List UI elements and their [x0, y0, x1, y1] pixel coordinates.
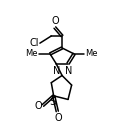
Text: N: N	[65, 66, 72, 76]
Text: N: N	[53, 66, 60, 76]
Text: O: O	[51, 16, 59, 26]
Text: Cl: Cl	[29, 38, 39, 48]
Text: O: O	[54, 113, 62, 123]
Text: Me: Me	[26, 49, 38, 58]
Text: O: O	[34, 101, 42, 111]
Text: Me: Me	[85, 49, 97, 58]
Text: S: S	[49, 97, 57, 107]
